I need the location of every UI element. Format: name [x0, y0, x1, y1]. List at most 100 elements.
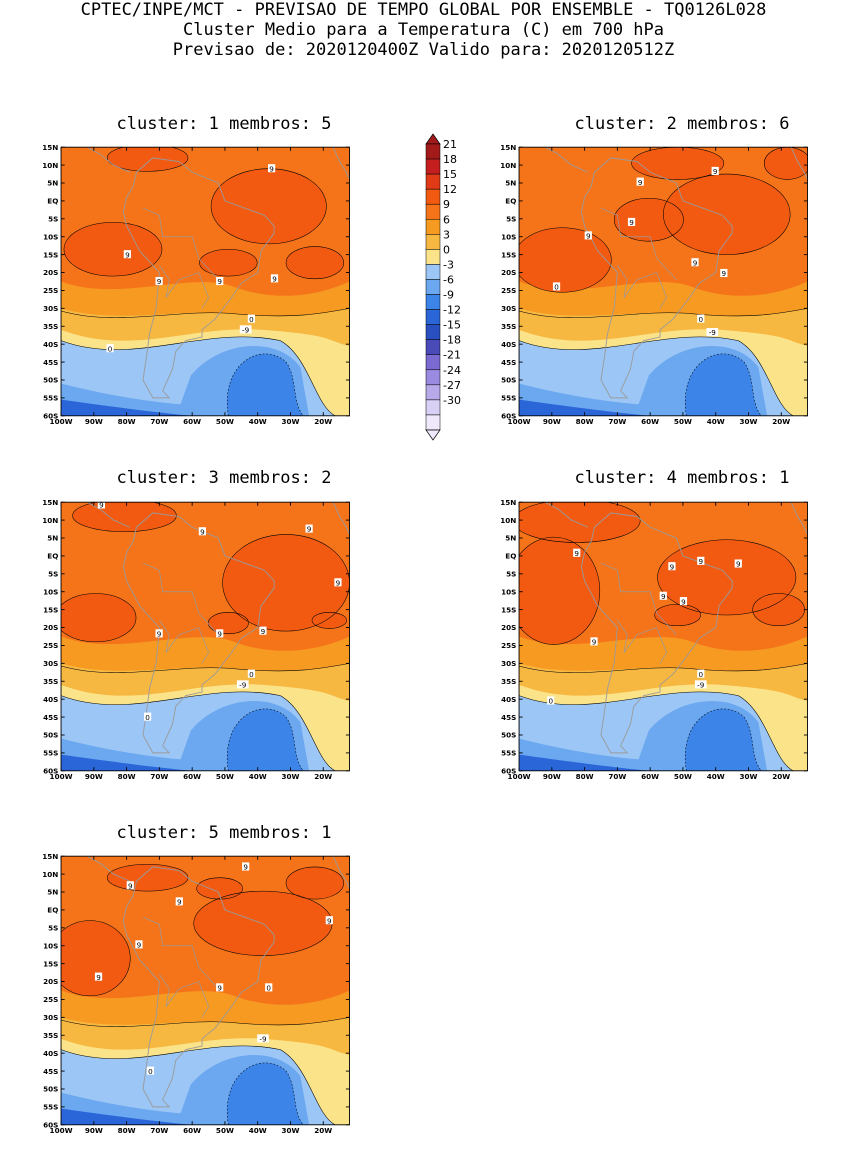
contour-label: 9	[272, 275, 277, 284]
colorbar-swatch	[425, 354, 441, 371]
lon-tick-label: 50W	[674, 417, 692, 426]
colorbar-label: 0	[443, 243, 450, 256]
colorbar-label: 6	[443, 213, 450, 226]
lon-tick-label: 100W	[50, 417, 73, 426]
contour-label: 0	[148, 1067, 153, 1076]
lat-tick-label: 55S	[501, 394, 516, 403]
lat-tick-label: 20S	[43, 977, 58, 986]
contour-label: -9	[242, 326, 250, 335]
temperature-field: 9 9 9 9 9 9 9 0 0 -9	[519, 502, 808, 771]
colorbar-label: 9	[443, 198, 450, 211]
lat-tick-label: 15S	[501, 250, 516, 259]
lat-tick-label: 5N	[47, 179, 58, 188]
contour-label: 9	[336, 578, 341, 587]
lat-tick-label: 35S	[43, 322, 58, 331]
lon-tick-label: 30W	[281, 772, 299, 781]
temperature-colorbar: 21 18 15 12 9 6 3 0 -3 -6 -9 -12 -15 -18 -21 -24 -27 -30	[425, 133, 461, 441]
contour-label: 0	[108, 344, 113, 353]
contour-label: 9	[200, 527, 205, 536]
lon-tick-label: 90W	[543, 417, 561, 426]
contour-label-bg	[697, 314, 705, 323]
lat-tick-label: 10S	[43, 587, 58, 596]
lat-tick-label: 15N	[42, 852, 58, 861]
contour-label: 9	[670, 562, 675, 571]
lon-tick-label: 40W	[249, 1126, 267, 1135]
colorbar-swatch	[425, 188, 441, 205]
lat-tick-label: 15S	[43, 959, 58, 968]
lat-tick-label: 25S	[501, 641, 516, 650]
contour-label-bg	[216, 276, 224, 286]
contour-label-bg	[697, 669, 705, 678]
lat-tick-label: 30S	[501, 659, 516, 668]
contour-label-bg	[268, 164, 276, 173]
lat-tick-label: 60S	[43, 1121, 58, 1130]
contour-label: 9	[157, 630, 162, 639]
colorbar-swatch	[425, 203, 441, 220]
lat-tick-label: EQ	[47, 552, 58, 561]
contour-label-bg	[265, 983, 273, 992]
contour-label: 9	[217, 630, 222, 639]
temperature-field: 9 9 9 9 9 9 0 0 -9	[519, 147, 808, 416]
lat-tick-label: 10S	[43, 941, 58, 950]
contour-label-bg	[547, 696, 555, 705]
lon-tick-label: 80W	[576, 772, 594, 781]
contour-label: 9	[661, 592, 666, 601]
lat-tick-label: 15S	[43, 250, 58, 259]
lat-tick-label: 30S	[43, 304, 58, 313]
contour-label: 0	[249, 670, 254, 679]
contour-label: 9	[217, 984, 222, 993]
contour-label: 9	[327, 916, 332, 925]
lat-tick-label: 60S	[501, 412, 516, 421]
lat-tick-label: 15N	[42, 143, 58, 152]
contour-label-bg	[155, 276, 163, 286]
contour-label: 9	[629, 218, 634, 227]
lat-tick-label: 60S	[43, 412, 58, 421]
lat-tick-label: 45S	[501, 358, 516, 367]
panel-5-title: cluster: 5 membros: 1	[116, 823, 332, 843]
lon-tick-label: 100W	[508, 772, 531, 781]
contour-label-bg	[270, 274, 279, 283]
colorbar-label: -3	[443, 258, 454, 271]
continent-outline	[580, 157, 733, 399]
lon-tick-label: 50W	[216, 772, 234, 781]
colorbar-top-arrow	[425, 133, 441, 145]
lon-tick-label: 20W	[314, 417, 332, 426]
lon-tick-label: 60W	[183, 417, 201, 426]
lon-tick-label: 100W	[50, 772, 73, 781]
contour-label-bg	[325, 916, 333, 925]
lat-tick-label: 35S	[43, 677, 58, 686]
lat-tick-label: 10N	[500, 516, 516, 525]
lat-tick-label: EQ	[47, 906, 58, 915]
panel-4-title: cluster: 4 membros: 1	[574, 468, 790, 488]
map-panel-cluster-3: 99 999 9 900-915N10N5NEQ5S10S15S20S25S30S35…	[42, 498, 350, 781]
contour-label-bg	[247, 314, 256, 323]
colorbar-swatch	[425, 219, 441, 235]
colorbar-label: -18	[443, 334, 461, 347]
lat-tick-label: 20S	[501, 268, 516, 277]
lon-tick-label: 20W	[314, 1126, 332, 1135]
lat-tick-label: EQ	[47, 197, 58, 206]
map-panel-cluster-1: 9 9 9 9 9 0 0 -9 15N 10N 5N EQ 5S 10S 15S 20S 25S 30S 35S 4…	[42, 143, 350, 426]
lon-tick-label: 80W	[118, 417, 136, 426]
colorbar-label: 3	[443, 228, 450, 241]
lat-tick-label: 55S	[43, 749, 58, 758]
lat-tick-label: 15S	[501, 605, 516, 614]
figure-header: CPTEC/INPE/MCT - PREVISAO DE TEMPO GLOBA…	[0, 0, 847, 60]
colorbar-swatch	[425, 369, 441, 386]
colorbar-swatch	[425, 324, 441, 340]
panel-2-title: cluster: 2 membros: 6	[574, 114, 790, 134]
contour-label: 9	[736, 560, 741, 569]
lon-tick-label: 70W	[150, 1126, 168, 1135]
lat-tick-label: 30S	[43, 659, 58, 668]
contour-label-bg	[239, 325, 252, 334]
contour-label-bg	[236, 680, 249, 689]
contour-label-bg	[697, 556, 705, 565]
lat-tick-label: 40S	[43, 340, 58, 349]
contour-label: 9	[574, 549, 579, 558]
lon-tick-label: 30W	[281, 1126, 299, 1135]
colorbar-swatch	[425, 249, 441, 265]
contour-label: 9	[698, 557, 703, 566]
lon-tick-label: 30W	[739, 772, 757, 781]
lat-tick-label: 50S	[501, 731, 516, 740]
lat-tick-label: 45S	[501, 713, 516, 722]
